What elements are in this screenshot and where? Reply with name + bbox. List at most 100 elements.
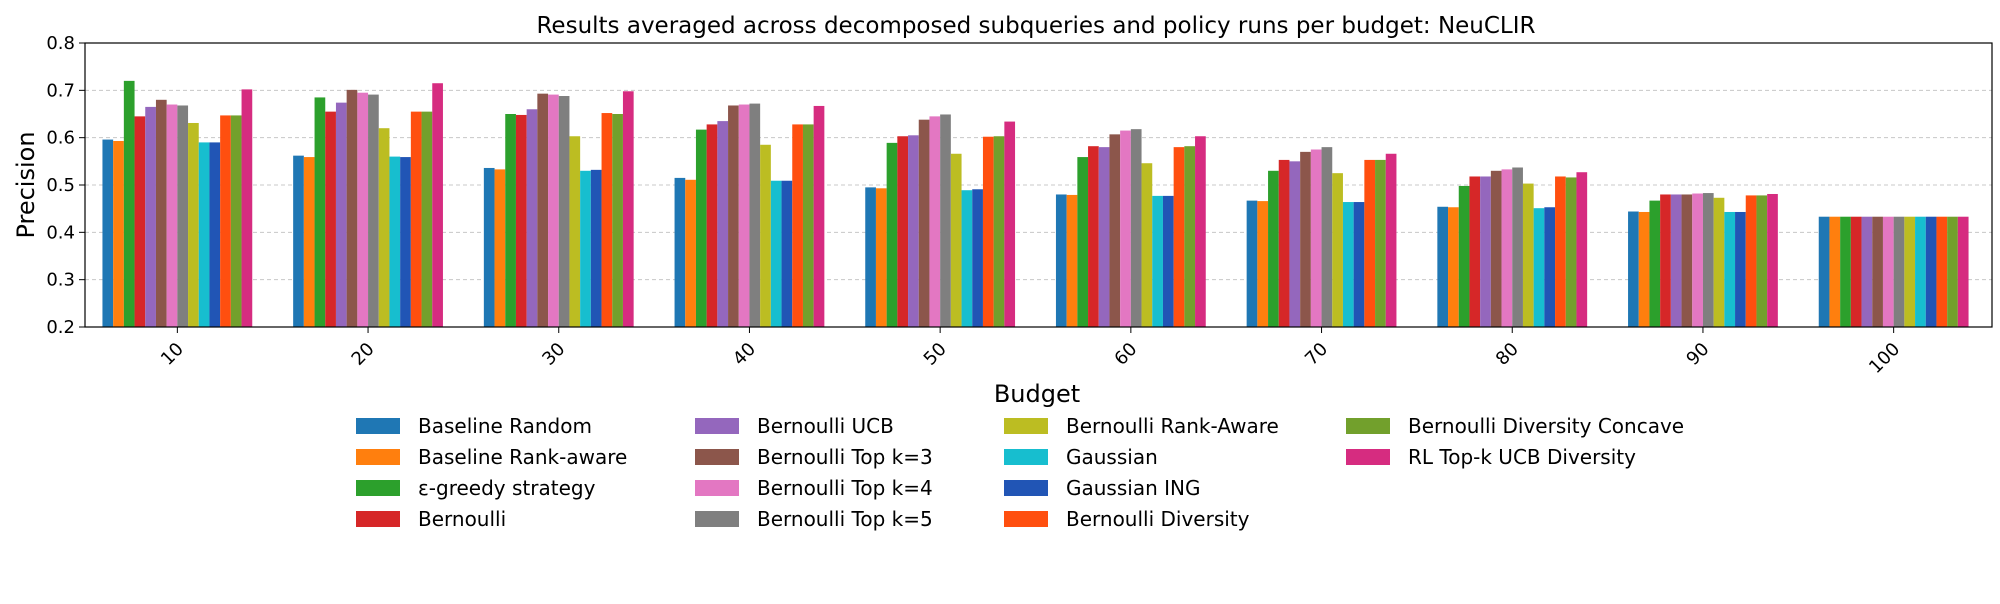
bar <box>1278 159 1290 327</box>
bar <box>102 139 114 327</box>
y-tick-label: 0.6 <box>46 128 75 149</box>
bar <box>802 124 814 327</box>
bar <box>695 129 707 327</box>
bar <box>1544 207 1556 327</box>
bar <box>1565 177 1577 327</box>
bar <box>314 97 326 328</box>
bars <box>102 80 1969 328</box>
bar <box>378 128 390 327</box>
bar <box>1109 134 1121 327</box>
legend-label: Bernoulli Top k=4 <box>757 476 933 500</box>
bar <box>612 114 623 327</box>
bar <box>1332 173 1343 327</box>
y-axis-label: Precision <box>12 131 40 238</box>
bar <box>1289 161 1301 327</box>
bar <box>188 122 199 328</box>
bar <box>1818 216 1830 327</box>
bar <box>1735 211 1746 327</box>
bar <box>1745 195 1757 327</box>
legend-label: Baseline Rank-aware <box>418 445 627 469</box>
legend-label: ε-greedy strategy <box>418 476 596 500</box>
bar <box>1767 193 1778 327</box>
bar <box>674 177 686 327</box>
legend-swatch <box>356 418 400 434</box>
bar <box>940 114 951 327</box>
bar <box>1670 194 1682 327</box>
bar <box>1098 147 1110 327</box>
bar <box>1713 197 1725 327</box>
bar <box>1173 147 1185 327</box>
bar <box>865 187 876 327</box>
bar <box>908 135 919 327</box>
bar <box>548 94 559 327</box>
bar <box>1702 193 1714 327</box>
bar <box>792 124 803 327</box>
bar <box>1353 202 1365 327</box>
bar <box>400 157 411 327</box>
bar <box>1088 146 1099 327</box>
bar <box>1490 170 1502 327</box>
x-axis: 10 20 30 40 50 60 70 80 90 100 <box>157 327 1904 378</box>
bar <box>209 142 221 327</box>
x-axis-label: Budget <box>994 380 1080 408</box>
bar <box>1724 211 1736 327</box>
bar <box>1522 183 1534 327</box>
legend-label: Bernoulli Diversity Concave <box>1408 414 1684 438</box>
bar <box>1055 194 1067 327</box>
bar <box>1936 216 1948 327</box>
bar <box>335 102 347 327</box>
bar <box>526 109 538 328</box>
bar <box>220 115 231 327</box>
legend-label: Bernoulli Rank-Aware <box>1066 414 1279 438</box>
bar <box>303 157 315 327</box>
bar <box>1692 193 1703 327</box>
bar <box>1840 216 1851 327</box>
legend-swatch <box>695 511 739 527</box>
bar <box>1756 195 1768 327</box>
bar <box>961 190 973 327</box>
bar <box>1195 136 1206 327</box>
bar <box>1066 194 1078 327</box>
bar <box>1947 216 1958 327</box>
bar <box>421 111 433 327</box>
bar <box>590 169 602 327</box>
legend-swatch <box>1004 449 1048 465</box>
bar <box>580 170 591 327</box>
bar <box>1861 216 1873 327</box>
bar <box>1638 211 1650 327</box>
bar <box>1321 147 1333 327</box>
bar <box>1152 195 1163 327</box>
x-tick-label: 80 <box>1492 339 1523 370</box>
bar <box>537 93 549 328</box>
bar <box>569 136 581 327</box>
bar <box>1957 216 1969 327</box>
bar <box>1628 211 1639 327</box>
bar <box>1375 159 1386 327</box>
bar <box>1257 201 1269 327</box>
bar <box>166 104 178 327</box>
x-tick-label: 20 <box>348 339 379 370</box>
chart-title: Results averaged across decomposed subqu… <box>536 13 1535 39</box>
x-tick-label: 40 <box>729 339 760 370</box>
bar <box>325 111 336 327</box>
legend-label: RL Top-k UCB Diversity <box>1408 445 1636 469</box>
y-tick-label: 0.2 <box>46 317 75 338</box>
legend: Baseline Random Baseline Rank-aware ε-gree… <box>356 414 1684 531</box>
bar <box>738 104 750 327</box>
bar <box>1649 200 1661 327</box>
bar <box>1681 194 1693 327</box>
x-tick-label: 60 <box>1110 339 1141 370</box>
bar <box>875 188 887 327</box>
legend-swatch <box>356 480 400 496</box>
legend-label: Bernoulli Top k=5 <box>757 507 933 531</box>
bar <box>781 180 793 327</box>
bar <box>1437 206 1449 327</box>
bar <box>1850 216 1862 327</box>
bar <box>1310 149 1322 327</box>
bar <box>145 106 156 328</box>
bar <box>1268 170 1279 327</box>
bar <box>1120 130 1131 327</box>
bar <box>410 111 422 327</box>
